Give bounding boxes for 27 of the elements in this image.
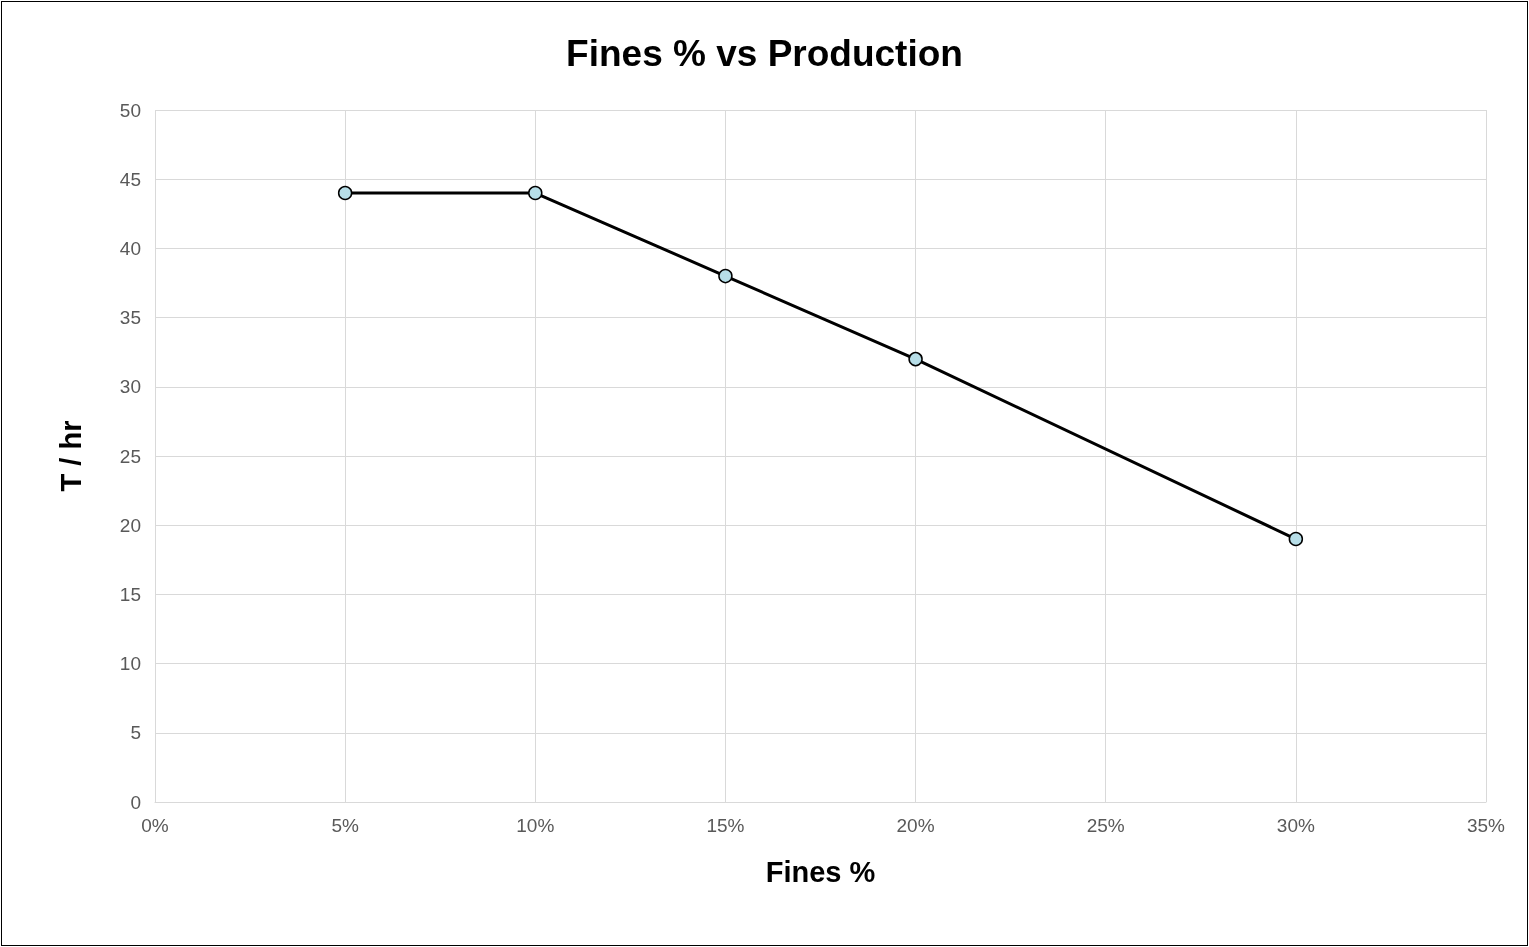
x-tick-label: 5% bbox=[331, 815, 359, 836]
y-axis-title: T / hr bbox=[54, 420, 87, 492]
y-tick-label: 40 bbox=[119, 237, 141, 259]
x-tick-label: 10% bbox=[516, 815, 555, 836]
x-tick-label: 35% bbox=[1466, 815, 1506, 836]
y-tick-label: 0 bbox=[130, 791, 141, 813]
x-tick-label: 20% bbox=[896, 815, 935, 836]
y-tick-label: 35 bbox=[119, 307, 141, 329]
y-tick-label: 15 bbox=[119, 583, 141, 605]
point bbox=[908, 351, 923, 367]
y-tick-label: 30 bbox=[119, 376, 141, 398]
point bbox=[528, 185, 543, 201]
chart-title: Fines % vs Production bbox=[566, 33, 963, 74]
y-tick-label: 10 bbox=[119, 653, 141, 675]
x-tick-label: 30% bbox=[1276, 815, 1315, 836]
x-tick-label: 15% bbox=[706, 815, 745, 836]
y-tick-label: 45 bbox=[119, 168, 141, 190]
y-tick-label: 50 bbox=[119, 99, 141, 121]
y-tick-label: 20 bbox=[119, 514, 141, 536]
y-tick-label: 25 bbox=[119, 445, 141, 467]
y-tick-label: 5 bbox=[130, 722, 141, 744]
point bbox=[337, 185, 353, 201]
point bbox=[1288, 531, 1304, 547]
x-tick-label: 25% bbox=[1086, 815, 1125, 836]
x-axis-title: Fines % bbox=[765, 855, 876, 888]
point bbox=[718, 268, 733, 284]
x-tick-label: 0% bbox=[141, 815, 169, 836]
